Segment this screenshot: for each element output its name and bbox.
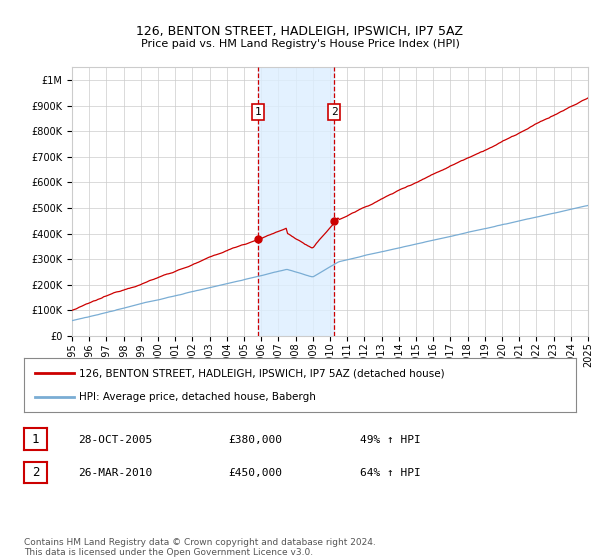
Text: Contains HM Land Registry data © Crown copyright and database right 2024.
This d: Contains HM Land Registry data © Crown c… [24,538,376,557]
Text: HPI: Average price, detached house, Babergh: HPI: Average price, detached house, Babe… [79,391,316,402]
Text: 1: 1 [255,107,262,117]
Text: 49% ↑ HPI: 49% ↑ HPI [360,435,421,445]
Text: 26-MAR-2010: 26-MAR-2010 [78,468,152,478]
Text: 126, BENTON STREET, HADLEIGH, IPSWICH, IP7 5AZ (detached house): 126, BENTON STREET, HADLEIGH, IPSWICH, I… [79,368,445,379]
Text: £450,000: £450,000 [228,468,282,478]
Text: 126, BENTON STREET, HADLEIGH, IPSWICH, IP7 5AZ: 126, BENTON STREET, HADLEIGH, IPSWICH, I… [137,25,464,38]
Bar [258,67,334,336]
Text: 28-OCT-2005: 28-OCT-2005 [78,435,152,445]
Text: £380,000: £380,000 [228,435,282,445]
Text: 64% ↑ HPI: 64% ↑ HPI [360,468,421,478]
Text: 1: 1 [32,432,39,446]
Text: 2: 2 [331,107,338,117]
Text: 2: 2 [32,466,39,479]
Text: Price paid vs. HM Land Registry's House Price Index (HPI): Price paid vs. HM Land Registry's House … [140,39,460,49]
